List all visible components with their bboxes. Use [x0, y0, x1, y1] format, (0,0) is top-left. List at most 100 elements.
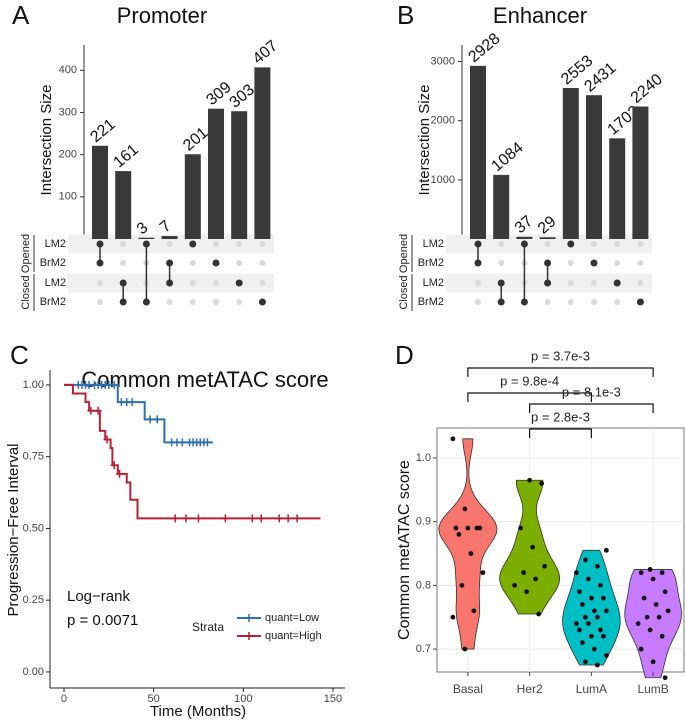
matrix-dot — [544, 259, 552, 267]
data-point — [573, 570, 579, 576]
matrix-dot — [497, 298, 505, 306]
censor-mark — [221, 514, 229, 523]
censor-mark — [284, 514, 292, 523]
panel-letter: B — [397, 0, 414, 30]
matrix-dot-empty — [614, 299, 621, 305]
value-label: 161 — [111, 141, 142, 171]
data-point — [603, 608, 609, 614]
data-point — [647, 567, 653, 572]
data-point — [662, 589, 668, 595]
matrix-dot — [544, 279, 552, 287]
bar — [586, 95, 602, 239]
matrix-dot — [474, 240, 482, 248]
bar — [138, 237, 155, 239]
y-tick-label: 0.7 — [416, 643, 431, 655]
chart-title: Common metATAC score — [81, 367, 328, 392]
data-point — [462, 506, 468, 512]
matrix-dot — [212, 259, 220, 267]
data-point — [527, 477, 533, 483]
bar — [609, 138, 626, 239]
group-label: Closed — [20, 275, 32, 309]
matrix-dot-empty — [475, 280, 481, 286]
matrix-dot-empty — [236, 299, 243, 305]
matrix-dot-empty — [591, 280, 597, 286]
matrix-dot — [474, 259, 482, 267]
censor-mark — [257, 514, 265, 523]
matrix-dot — [520, 298, 528, 306]
matrix-dot-empty — [591, 241, 597, 247]
data-point — [582, 659, 588, 665]
matrix-dot — [166, 259, 174, 267]
value-label: 29 — [535, 213, 560, 238]
data-point — [468, 551, 474, 556]
y-tick-label: 200 — [59, 149, 77, 161]
matrix-dot-empty — [498, 260, 505, 266]
matrix-dot-empty — [259, 260, 266, 266]
bar — [184, 154, 201, 239]
comparison-label: p = 9.8e-4 — [500, 373, 559, 388]
bar — [231, 111, 248, 239]
data-point — [591, 608, 597, 614]
matrix-dot-empty — [213, 299, 219, 305]
censor-mark — [110, 461, 118, 470]
data-point — [462, 646, 468, 652]
x-tick-label: 50 — [148, 693, 160, 705]
data-point — [659, 570, 665, 576]
matrix-dot-empty — [120, 260, 127, 266]
censor-mark — [293, 514, 301, 523]
matrix-dot-empty — [614, 260, 621, 266]
data-point — [650, 576, 656, 582]
censor-mark — [103, 435, 111, 444]
data-point — [465, 525, 471, 531]
y-tick-label: 100 — [59, 191, 77, 203]
x-tick-label: Basal — [453, 682, 483, 696]
y-tick-label: 300 — [59, 106, 77, 118]
matrix-dot-empty — [97, 280, 103, 286]
matrix-dot-empty — [189, 260, 196, 266]
data-point — [585, 621, 591, 626]
x-tick-label: 0 — [61, 693, 67, 705]
matrix-dot-empty — [591, 299, 597, 305]
y-tick-label: 0.8 — [416, 579, 431, 591]
matrix-dot — [567, 240, 575, 248]
data-point — [665, 608, 671, 614]
data-point — [650, 659, 656, 665]
matrix-dot-empty — [637, 280, 644, 286]
value-label: 201 — [180, 124, 211, 154]
x-tick-label: LumB — [637, 682, 668, 696]
annotation: Log−rank — [67, 588, 130, 605]
matrix-dot-empty — [498, 241, 505, 247]
data-point — [576, 627, 582, 633]
data-point — [594, 662, 600, 668]
value-label: 2928 — [465, 30, 503, 66]
censor-mark — [275, 514, 283, 523]
panel-letter: C — [10, 340, 29, 370]
data-point — [459, 582, 465, 588]
x-tick-label: LumA — [576, 682, 607, 696]
y-tick-label: 1.00 — [23, 379, 44, 391]
matrix-dot-empty — [236, 260, 243, 266]
data-point — [638, 570, 644, 576]
panel-letter: A — [12, 0, 30, 30]
panel-letter: D — [395, 340, 414, 370]
legend-label: quant=Low — [265, 612, 319, 624]
censor-mark — [153, 415, 161, 424]
data-point — [656, 614, 662, 620]
legend-label: quant=High — [265, 630, 322, 642]
data-point — [456, 531, 462, 537]
matrix-dot — [142, 240, 150, 248]
data-point — [576, 589, 582, 595]
matrix-dot-empty — [567, 280, 574, 286]
bar — [470, 65, 486, 239]
group-label: Opened — [398, 234, 410, 273]
y-axis-label: Progression−Free Interval — [5, 444, 22, 617]
matrix-dot-empty — [637, 241, 644, 247]
censor-mark — [178, 438, 186, 447]
data-point — [530, 544, 536, 550]
set-label: LM2 — [45, 277, 66, 289]
data-point — [635, 621, 641, 626]
value-label: 303 — [227, 81, 258, 111]
censor-mark — [194, 514, 202, 523]
matrix-dot-empty — [213, 280, 219, 286]
y-tick-label: 0.9 — [416, 516, 431, 528]
